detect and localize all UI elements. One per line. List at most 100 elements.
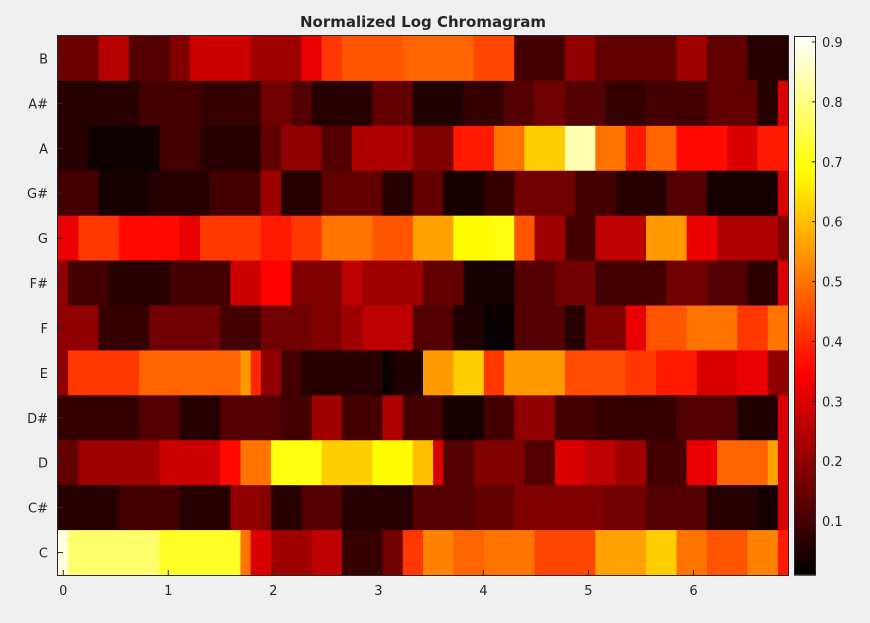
colorbar-band <box>794 380 816 384</box>
colorbar-band <box>794 101 816 106</box>
heatmap-cell <box>250 530 272 576</box>
heatmap-cell <box>260 215 292 261</box>
colorbar-band <box>794 560 816 564</box>
heatmap-cell <box>199 215 262 261</box>
heatmap-cell <box>321 440 373 486</box>
heatmap-cell <box>554 395 596 441</box>
heatmap-cell <box>260 350 282 396</box>
heatmap-cell <box>615 440 647 486</box>
heatmap-cell <box>291 260 343 306</box>
heatmap-cell <box>777 215 789 261</box>
colorbar-band <box>794 47 816 52</box>
colorbar-band <box>794 368 816 372</box>
y-tick-label: C# <box>28 502 48 517</box>
colorbar-band <box>794 569 816 573</box>
heatmap-cell <box>311 530 343 576</box>
colorbar-band <box>794 161 816 166</box>
colorbar-band <box>794 275 816 280</box>
colorbar-band <box>794 188 816 193</box>
heatmap-cell <box>564 125 596 172</box>
colorbar-band <box>794 524 816 528</box>
colorbar-band <box>794 458 816 462</box>
heatmap-cell <box>514 395 556 441</box>
colorbar-band <box>794 473 816 477</box>
heatmap-cell <box>412 80 464 127</box>
colorbar-band <box>794 320 816 325</box>
heatmap-cell <box>463 260 515 306</box>
colorbar-band <box>794 134 816 139</box>
heatmap-cell <box>220 440 241 486</box>
heatmap-cell <box>737 395 779 441</box>
heatmap-cell <box>524 440 556 486</box>
heatmap-cell <box>737 350 769 396</box>
colorbar-band <box>794 140 816 145</box>
colorbar-band <box>794 44 816 49</box>
colorbar-band <box>794 500 816 504</box>
colorbar-band <box>794 56 816 61</box>
heatmap-cell <box>352 125 414 172</box>
colorbar-band <box>794 146 816 151</box>
colorbar-band <box>794 83 816 88</box>
colorbar-band <box>794 104 816 109</box>
colorbar-band <box>794 542 816 546</box>
colorbar-band <box>794 572 816 576</box>
heatmap <box>58 36 789 576</box>
heatmap-cell <box>139 395 181 441</box>
heatmap-cell <box>260 260 292 306</box>
heatmap-cell <box>777 260 789 306</box>
heatmap-cell <box>717 215 779 261</box>
heatmap-cell <box>423 350 454 396</box>
colorbar-band <box>794 212 816 217</box>
heatmap-cell <box>453 305 485 351</box>
colorbar-band <box>794 53 816 58</box>
heatmap-cell <box>443 170 485 217</box>
heatmap-cell <box>585 440 617 486</box>
heatmap-cell <box>128 36 170 82</box>
colorbar-band <box>794 359 816 363</box>
heatmap-cell <box>595 125 627 172</box>
y-tick-label: D <box>38 457 48 472</box>
heatmap-cell <box>534 530 596 576</box>
heatmap-cell <box>402 36 475 82</box>
heatmap-cell <box>706 170 779 217</box>
heatmap-cell <box>250 36 272 82</box>
colorbar-band <box>794 266 816 271</box>
heatmap-cell <box>118 485 181 531</box>
x-tick-label: 0 <box>59 584 67 599</box>
colorbar-band <box>794 206 816 211</box>
heatmap-cell <box>514 170 576 217</box>
colorbar-border <box>794 36 816 575</box>
heatmap-cell <box>646 125 677 172</box>
colorbar-band <box>794 263 816 268</box>
heatmap-cell <box>58 395 140 441</box>
heatmap-cell <box>514 305 566 351</box>
colorbar-band <box>794 86 816 91</box>
colorbar-band <box>794 287 816 292</box>
colorbar-band <box>794 521 816 525</box>
colorbar-band <box>794 92 816 97</box>
colorbar-band <box>794 155 816 160</box>
colorbar-band <box>794 332 816 337</box>
heatmap-cell <box>534 80 566 127</box>
heatmap-cell <box>777 395 789 441</box>
heatmap-cell <box>321 215 373 261</box>
colorbar-band <box>794 428 816 432</box>
colorbar-band <box>794 404 816 408</box>
colorbar-band <box>794 110 816 115</box>
heatmap-cell <box>524 125 566 172</box>
heatmap-cell <box>341 305 363 351</box>
colorbar-band <box>794 494 816 498</box>
colorbar-band <box>794 74 816 79</box>
heatmap-cell <box>554 260 596 306</box>
y-tick-label: C <box>39 547 48 562</box>
colorbar-band <box>794 128 816 133</box>
colorbar-band <box>794 353 816 357</box>
heatmap-cell <box>281 350 302 396</box>
heatmap-cell <box>118 215 181 261</box>
colorbar-band <box>794 152 816 157</box>
colorbar-band <box>794 116 816 121</box>
heatmap-cell <box>777 170 789 217</box>
colorbar-band <box>794 314 816 319</box>
colorbar-tick-label: 0.5 <box>822 276 843 291</box>
colorbar-band <box>794 323 816 328</box>
